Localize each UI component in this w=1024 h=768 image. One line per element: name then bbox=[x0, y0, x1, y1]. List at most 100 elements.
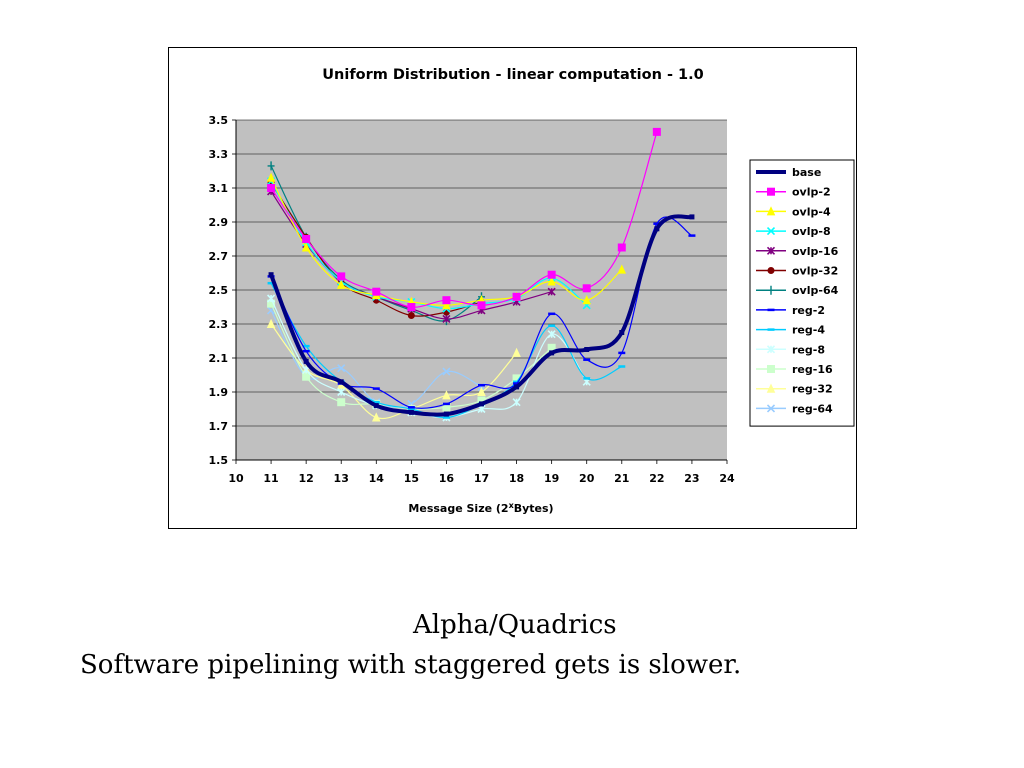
legend-box bbox=[749, 159, 855, 427]
y-tick-label-9: 3.3 bbox=[209, 148, 229, 161]
chart-frame: Uniform Distribution - linear computatio… bbox=[168, 47, 857, 529]
legend-swatch-marker bbox=[766, 246, 776, 255]
series-ovlp-2 bbox=[267, 127, 661, 311]
legend-label: ovlp-4 bbox=[792, 205, 831, 218]
x-tick-label-14: 24 bbox=[719, 472, 735, 485]
legend-swatch-marker bbox=[766, 404, 776, 413]
point-reg-8-19 bbox=[547, 330, 556, 339]
point-ovlp-4-13 bbox=[336, 279, 346, 289]
x-tick-label-10: 20 bbox=[579, 472, 595, 485]
point-ovlp-2-18 bbox=[512, 292, 521, 301]
legend-label: reg-8 bbox=[792, 343, 825, 356]
chart-title: Uniform Distribution - linear computatio… bbox=[322, 67, 704, 83]
series-group bbox=[266, 127, 696, 422]
legend-label: reg-16 bbox=[792, 363, 833, 376]
x-axis-label-end: Bytes) bbox=[514, 502, 554, 515]
point-ovlp-2-17 bbox=[477, 301, 486, 310]
slide-caption-text: Software pipelining with staggered gets … bbox=[80, 650, 742, 680]
point-ovlp-2-15 bbox=[407, 303, 416, 311]
x-tick-label-3: 13 bbox=[334, 472, 349, 485]
point-ovlp-64-11 bbox=[267, 161, 275, 171]
legend-swatch-marker bbox=[767, 285, 775, 295]
y-tick-label-2: 1.9 bbox=[209, 386, 229, 399]
point-base-17 bbox=[479, 401, 484, 407]
point-reg-32-17 bbox=[477, 386, 486, 396]
slide-caption-title: Alpha/Quadrics bbox=[413, 610, 617, 640]
point-base-11 bbox=[268, 272, 274, 278]
point-base-21 bbox=[619, 330, 625, 335]
point-base-23 bbox=[689, 214, 695, 220]
series-line-reg-8 bbox=[270, 298, 588, 419]
point-base-19 bbox=[549, 350, 555, 356]
point-reg-32-14 bbox=[372, 412, 381, 422]
point-ovlp-2-19 bbox=[547, 270, 556, 279]
point-ovlp-4-16 bbox=[442, 300, 451, 310]
x-tick-label-1: 11 bbox=[263, 472, 278, 485]
y-tick-label-1: 1.7 bbox=[209, 420, 229, 433]
point-reg-16-12 bbox=[302, 372, 311, 381]
legend-item-reg-4: reg-4 bbox=[756, 324, 825, 337]
point-ovlp-16-19 bbox=[547, 287, 556, 296]
point-reg-8-13 bbox=[337, 387, 346, 397]
legend-swatch-marker bbox=[767, 365, 775, 373]
legend-item-reg-2: reg-2 bbox=[756, 304, 825, 317]
point-reg-8-18 bbox=[512, 398, 521, 407]
point-reg-32-18 bbox=[512, 347, 521, 357]
point-base-13 bbox=[338, 379, 344, 385]
point-base-12 bbox=[303, 358, 309, 364]
x-tick-label-8: 18 bbox=[509, 472, 524, 485]
x-tick-label-2: 12 bbox=[298, 472, 313, 485]
x-tick-label-4: 14 bbox=[369, 472, 385, 485]
point-ovlp-4-11 bbox=[266, 172, 276, 182]
point-ovlp-2-20 bbox=[582, 284, 591, 293]
legend-item-ovlp-32: ovlp-32 bbox=[756, 265, 838, 278]
point-base-15 bbox=[408, 409, 414, 415]
point-reg-16-13 bbox=[337, 398, 346, 407]
legend-label: ovlp-2 bbox=[792, 186, 831, 199]
y-tick-label-8: 3.1 bbox=[209, 182, 229, 195]
legend-item-reg-16: reg-16 bbox=[756, 363, 833, 376]
x-tick-label-5: 15 bbox=[404, 472, 419, 485]
legend-item-ovlp-8: ovlp-8 bbox=[756, 225, 831, 238]
point-base-16 bbox=[443, 411, 449, 417]
point-ovlp-4-12 bbox=[301, 242, 311, 252]
y-tick-label-7: 2.9 bbox=[209, 216, 229, 229]
point-ovlp-2-21 bbox=[617, 243, 626, 252]
point-ovlp-2-16 bbox=[442, 296, 451, 305]
point-base-22 bbox=[654, 226, 660, 232]
legend-item-base: base bbox=[756, 166, 821, 179]
point-reg-8-11 bbox=[267, 294, 276, 303]
point-ovlp-16-16 bbox=[442, 314, 451, 323]
point-reg-64-13 bbox=[337, 364, 346, 373]
legend-item-reg-64: reg-64 bbox=[756, 402, 833, 415]
legend-label: base bbox=[792, 166, 821, 179]
legend-label: ovlp-64 bbox=[792, 284, 839, 297]
y-tick-label-4: 2.3 bbox=[209, 318, 229, 331]
point-reg-32-11 bbox=[266, 318, 276, 328]
x-axis-label-main: Message Size (2 bbox=[408, 502, 508, 515]
x-tick-label-9: 19 bbox=[544, 472, 559, 485]
y-tick-label-6: 2.7 bbox=[209, 250, 229, 263]
series-base bbox=[268, 214, 695, 417]
y-tick-label-3: 2.1 bbox=[209, 352, 229, 365]
legend-label: ovlp-8 bbox=[792, 225, 831, 238]
line-chart: Uniform Distribution - linear computatio… bbox=[209, 67, 855, 515]
legend-label: ovlp-16 bbox=[792, 245, 839, 258]
legend-label: reg-2 bbox=[792, 304, 825, 317]
legend-swatch-marker bbox=[767, 267, 775, 274]
point-ovlp-2-22 bbox=[652, 127, 661, 136]
legend-item-reg-32: reg-32 bbox=[756, 383, 833, 396]
point-ovlp-4-19 bbox=[547, 276, 556, 286]
legend-item-ovlp-4: ovlp-4 bbox=[756, 205, 831, 218]
point-ovlp-2-13 bbox=[337, 272, 346, 281]
x-axis-label-superscript: x bbox=[509, 501, 515, 510]
legend: base ovlp-2 ovlp-4 ovlp-8 ovlp-16 ovlp-32 ovlp… bbox=[749, 159, 855, 427]
y-tick-label-0: 1.5 bbox=[209, 454, 229, 467]
point-ovlp-4-20 bbox=[582, 295, 591, 305]
legend-label: reg-4 bbox=[792, 324, 825, 337]
legend-swatch-marker bbox=[766, 345, 776, 354]
legend-label: ovlp-32 bbox=[792, 265, 838, 278]
x-tick-label-13: 23 bbox=[684, 472, 699, 485]
point-base-14 bbox=[373, 403, 379, 409]
legend-item-ovlp-16: ovlp-16 bbox=[756, 245, 839, 258]
